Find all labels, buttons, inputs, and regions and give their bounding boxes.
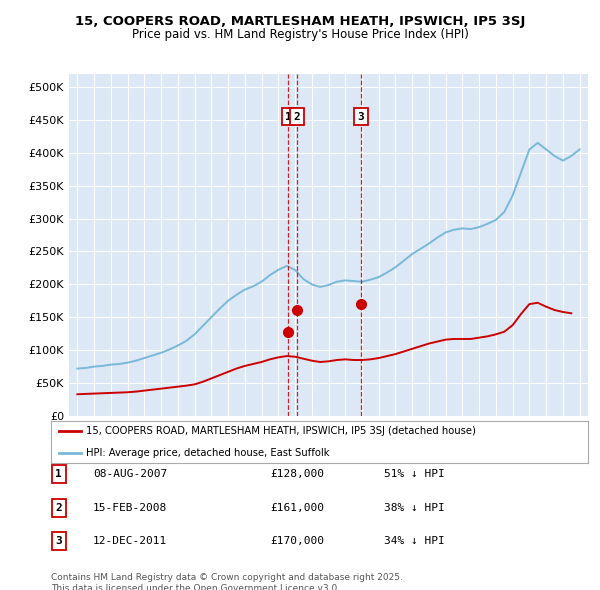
Text: 15-FEB-2008: 15-FEB-2008 bbox=[93, 503, 167, 513]
Text: 34% ↓ HPI: 34% ↓ HPI bbox=[384, 536, 445, 546]
Text: 3: 3 bbox=[55, 536, 62, 546]
Text: 15, COOPERS ROAD, MARTLESHAM HEATH, IPSWICH, IP5 3SJ (detached house): 15, COOPERS ROAD, MARTLESHAM HEATH, IPSW… bbox=[86, 427, 476, 436]
Text: Contains HM Land Registry data © Crown copyright and database right 2025.
This d: Contains HM Land Registry data © Crown c… bbox=[51, 573, 403, 590]
Text: 15, COOPERS ROAD, MARTLESHAM HEATH, IPSWICH, IP5 3SJ: 15, COOPERS ROAD, MARTLESHAM HEATH, IPSW… bbox=[75, 15, 525, 28]
Text: £170,000: £170,000 bbox=[270, 536, 324, 546]
Text: 3: 3 bbox=[358, 112, 365, 122]
Text: 1: 1 bbox=[55, 469, 62, 479]
Text: £161,000: £161,000 bbox=[270, 503, 324, 513]
Text: HPI: Average price, detached house, East Suffolk: HPI: Average price, detached house, East… bbox=[86, 448, 329, 457]
Text: Price paid vs. HM Land Registry's House Price Index (HPI): Price paid vs. HM Land Registry's House … bbox=[131, 28, 469, 41]
Text: 12-DEC-2011: 12-DEC-2011 bbox=[93, 536, 167, 546]
Text: 2: 2 bbox=[55, 503, 62, 513]
Text: £128,000: £128,000 bbox=[270, 469, 324, 479]
Text: 08-AUG-2007: 08-AUG-2007 bbox=[93, 469, 167, 479]
Text: 2: 2 bbox=[293, 112, 301, 122]
Text: 1: 1 bbox=[285, 112, 292, 122]
Text: 51% ↓ HPI: 51% ↓ HPI bbox=[384, 469, 445, 479]
Text: 38% ↓ HPI: 38% ↓ HPI bbox=[384, 503, 445, 513]
